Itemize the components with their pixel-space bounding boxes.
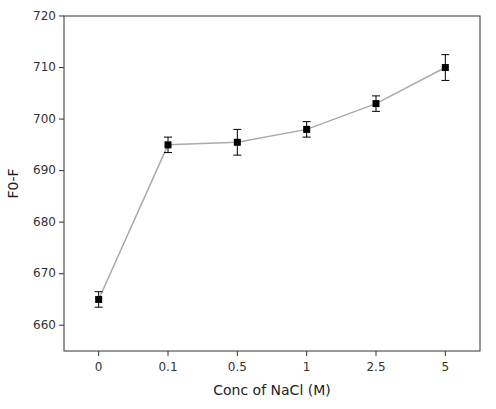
x-tick — [98, 351, 99, 356]
x-tick — [237, 351, 238, 356]
y-tick — [59, 67, 64, 68]
y-axis: 660 670 680 690 700 710 720 — [33, 9, 64, 332]
y-tick — [59, 119, 64, 120]
data-point — [95, 296, 102, 303]
data-point — [373, 100, 380, 107]
chart: 660 670 680 690 700 710 720 0 0.1 0.5 1 2.5 5 Conc of… — [0, 0, 496, 409]
x-tick-label: 0.1 — [158, 360, 177, 374]
data-point — [303, 126, 310, 133]
y-tick — [59, 170, 64, 171]
error-bar — [233, 129, 241, 155]
data-line — [99, 68, 446, 300]
error-bar — [95, 292, 103, 307]
x-tick-label: 0.5 — [228, 360, 247, 374]
y-axis-label: F0-F — [5, 168, 21, 198]
x-tick — [445, 351, 446, 356]
x-axis: 0 0.1 0.5 1 2.5 5 — [95, 351, 449, 374]
x-tick — [376, 351, 377, 356]
y-tick — [59, 222, 64, 223]
y-tick-label: 680 — [33, 215, 56, 229]
y-tick-label: 660 — [33, 318, 56, 332]
y-tick-label: 720 — [33, 9, 56, 23]
x-tick-label: 1 — [303, 360, 311, 374]
y-tick-label: 700 — [33, 112, 56, 126]
x-tick-label: 5 — [442, 360, 450, 374]
x-tick-label: 2.5 — [366, 360, 385, 374]
chart-container: 660 670 680 690 700 710 720 0 0.1 0.5 1 2.5 5 Conc of… — [0, 0, 496, 409]
x-tick — [168, 351, 169, 356]
x-axis-label: Conc of NaCl (M) — [213, 382, 330, 398]
x-tick — [306, 351, 307, 356]
y-tick — [59, 325, 64, 326]
error-bar — [303, 122, 311, 137]
plot-area — [95, 55, 450, 308]
error-bar — [441, 55, 449, 81]
y-tick-label: 710 — [33, 60, 56, 74]
data-point — [442, 64, 449, 71]
x-tick-label: 0 — [95, 360, 103, 374]
plot-frame — [64, 16, 480, 351]
error-bar — [164, 137, 172, 152]
data-point — [234, 139, 241, 146]
y-tick-label: 670 — [33, 266, 56, 280]
y-tick — [59, 273, 64, 274]
y-tick-label: 690 — [33, 163, 56, 177]
error-bar — [372, 96, 380, 111]
data-point — [165, 141, 172, 148]
y-tick — [59, 16, 64, 17]
